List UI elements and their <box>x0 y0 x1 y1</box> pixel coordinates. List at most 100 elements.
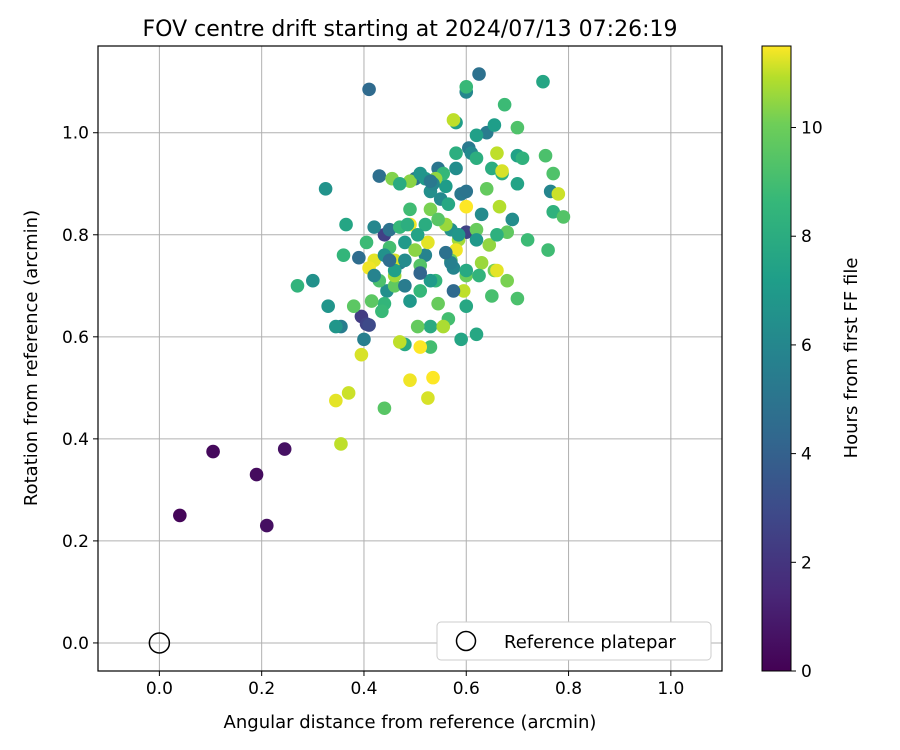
data-point <box>400 217 415 232</box>
data-point <box>382 222 397 237</box>
data-point <box>490 263 504 278</box>
data-point <box>398 253 412 268</box>
data-point <box>423 319 438 334</box>
data-point <box>336 248 351 262</box>
data-point <box>375 304 389 319</box>
colorbar-tick-label: 10 <box>801 119 823 139</box>
data-point <box>474 256 489 270</box>
data-point <box>362 82 376 97</box>
data-point <box>423 174 438 189</box>
data-point <box>546 166 561 181</box>
data-point <box>459 199 474 214</box>
data-point <box>439 179 453 194</box>
data-point <box>431 296 445 311</box>
data-point <box>382 253 397 268</box>
data-point <box>423 273 438 288</box>
colorbar-tick-label: 0 <box>801 662 812 682</box>
legend-label: Reference platepar <box>504 632 676 653</box>
plot-area-frame <box>97 45 723 672</box>
data-point <box>403 202 417 217</box>
data-point <box>410 227 425 242</box>
data-point <box>173 508 187 523</box>
data-point <box>413 266 428 280</box>
data-point <box>500 225 514 240</box>
data-point <box>436 319 451 334</box>
data-point <box>398 278 412 293</box>
data-point <box>551 187 566 201</box>
colorbar-ticks: 0 2 4 6 8 10 <box>791 119 823 682</box>
data-point <box>469 327 484 342</box>
data-point <box>206 444 220 459</box>
data-point <box>469 151 484 166</box>
data-point <box>359 235 374 250</box>
data-point <box>474 207 489 222</box>
data-point <box>413 284 428 298</box>
data-point <box>431 212 445 227</box>
data-point <box>459 184 474 199</box>
data-point <box>392 335 407 349</box>
data-point <box>364 294 379 308</box>
data-point <box>259 518 274 533</box>
data-point <box>357 332 371 347</box>
data-point <box>421 235 435 250</box>
data-point <box>446 113 461 127</box>
data-point <box>469 222 484 237</box>
data-point <box>487 118 502 132</box>
data-point <box>459 80 474 94</box>
y-tick-label: 0.6 <box>62 328 89 348</box>
data-point <box>403 294 417 308</box>
data-point <box>469 233 484 247</box>
data-point <box>510 291 525 306</box>
data-point <box>277 442 292 456</box>
data-point <box>321 299 335 314</box>
data-point <box>290 278 305 293</box>
grid <box>98 46 722 671</box>
data-point <box>352 250 366 265</box>
data-point <box>472 67 486 81</box>
data-point <box>318 182 333 196</box>
data-point <box>362 318 376 332</box>
data-point <box>469 128 484 143</box>
data-point <box>334 437 348 451</box>
data-point <box>472 268 486 283</box>
data-point <box>446 284 461 298</box>
data-point <box>408 243 422 257</box>
y-tick-label: 0.4 <box>62 430 89 450</box>
data-point <box>418 248 433 262</box>
data-point <box>439 245 453 260</box>
y-tick-label: 1.0 <box>62 124 89 144</box>
data-point <box>367 220 381 234</box>
y-tick-label: 0.8 <box>62 226 89 246</box>
data-point <box>536 74 550 89</box>
data-point <box>449 146 463 160</box>
data-point <box>538 148 553 163</box>
x-tick-label: 0.8 <box>555 679 582 699</box>
data-point <box>482 238 497 252</box>
y-axis-label: Rotation from reference (arcmin) <box>21 210 42 506</box>
data-point <box>392 176 407 191</box>
data-point <box>449 243 463 257</box>
x-axis-label: Angular distance from reference (arcmin) <box>224 712 597 733</box>
data-point <box>329 393 343 408</box>
data-point <box>398 235 412 250</box>
data-point <box>403 373 417 387</box>
data-point <box>456 284 471 298</box>
x-tick-label: 0.2 <box>248 679 275 699</box>
data-point <box>421 391 435 405</box>
x-tick-label: 0.4 <box>350 679 377 699</box>
data-point <box>485 161 499 176</box>
reference-point-marker <box>148 632 171 654</box>
data-point <box>354 347 369 362</box>
data-point <box>459 263 474 278</box>
data-point <box>449 161 463 176</box>
x-tick-label: 1.0 <box>657 679 684 699</box>
x-tick-label: 0.6 <box>453 679 480 699</box>
data-point <box>387 278 402 293</box>
data-point <box>459 299 474 314</box>
y-axis-ticks: 0.0 0.2 0.4 0.6 0.8 1.0 <box>62 124 98 654</box>
legend: Reference platepar <box>436 621 712 661</box>
data-point <box>306 273 320 288</box>
data-point <box>515 151 530 166</box>
data-point <box>410 319 425 334</box>
